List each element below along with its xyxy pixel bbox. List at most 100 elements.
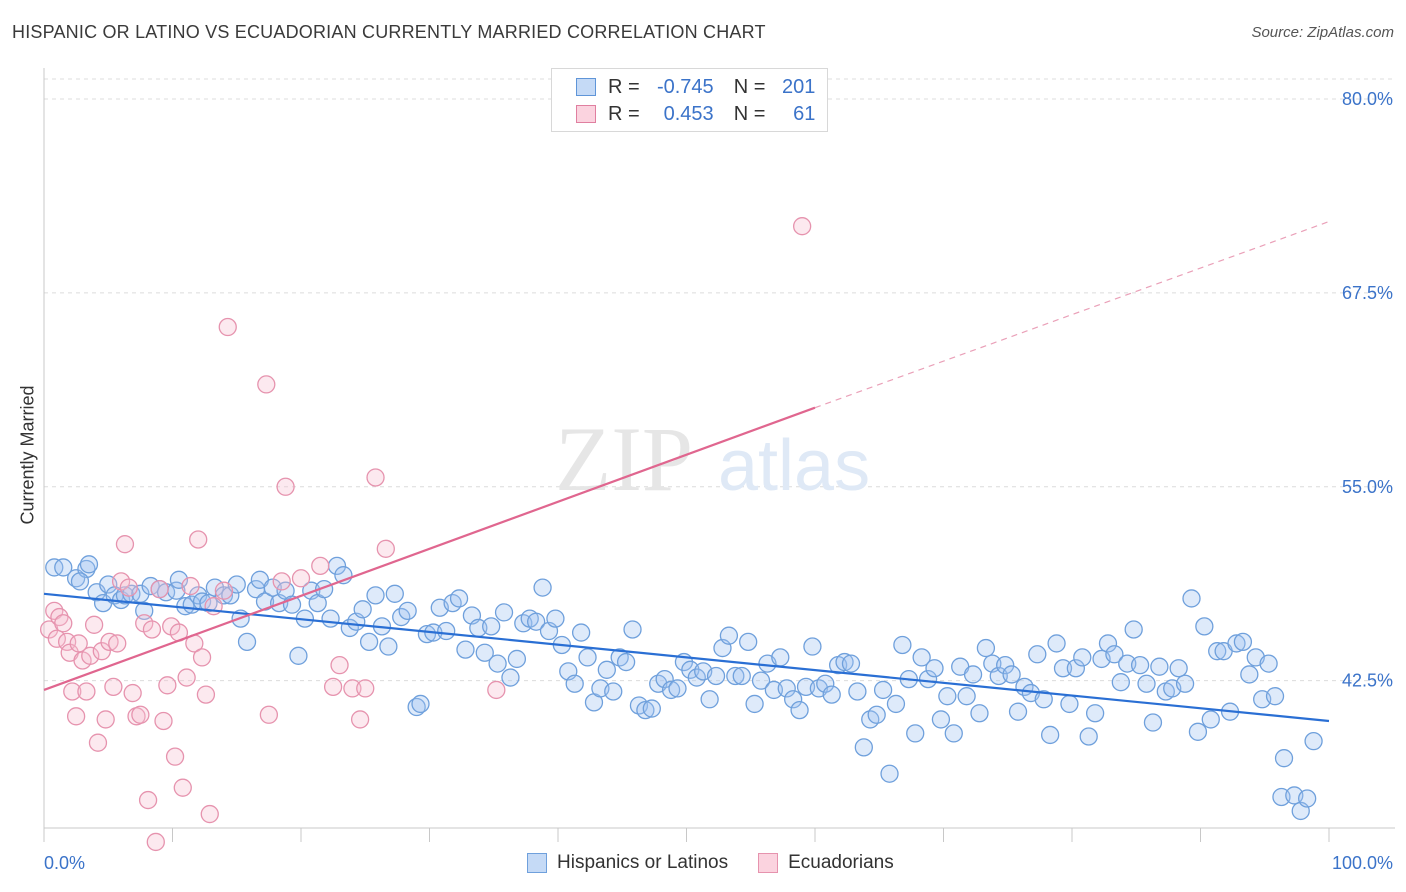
data-point-hispanics — [1227, 634, 1246, 653]
data-point-hispanics — [661, 680, 681, 700]
data-point-hispanics — [1060, 694, 1079, 714]
data-point-ecuadorians — [192, 648, 212, 667]
data-point-ecuadorians — [84, 615, 104, 634]
data-point-hispanics — [751, 671, 771, 690]
data-point-hispanics — [79, 555, 99, 574]
axes — [43, 68, 1395, 842]
x-tick-label: 0.0% — [44, 853, 85, 873]
data-point-hispanics — [507, 649, 527, 669]
data-point-hispanics — [1175, 674, 1195, 693]
legend-item-ecuadorians: Ecuadorians — [758, 852, 894, 874]
data-point-hispanics — [411, 694, 430, 714]
data-point-ecuadorians — [793, 217, 812, 236]
data-point-hispanics — [1079, 727, 1098, 746]
data-point-hispanics — [1034, 690, 1053, 709]
data-point-hispanics — [501, 668, 520, 687]
data-point-ecuadorians — [173, 778, 192, 797]
data-point-hispanics — [1047, 634, 1066, 653]
legend-label-hispanics: Hispanics or Latinos — [557, 852, 729, 873]
data-point-ecuadorians — [96, 710, 115, 729]
data-point-hispanics — [597, 660, 616, 679]
data-point-hispanics — [1182, 589, 1201, 608]
data-point-hispanics — [321, 609, 340, 628]
data-point-hispanics — [1008, 702, 1028, 721]
data-point-hispanics — [199, 593, 218, 613]
data-point-hispanics — [1002, 665, 1021, 684]
data-point-ecuadorians — [123, 683, 142, 703]
data-point-hispanics — [1124, 620, 1143, 639]
legend-swatch-blue — [576, 78, 596, 96]
data-point-hispanics — [1188, 722, 1208, 741]
data-point-hispanics — [1041, 725, 1060, 745]
data-point-ecuadorians — [77, 682, 96, 701]
data-point-hispanics — [494, 603, 514, 622]
trend-line-hispanics — [43, 592, 1330, 723]
data-point-ecuadorians — [218, 317, 237, 337]
data-point-ecuadorians — [311, 556, 330, 576]
data-point-hispanics — [1130, 655, 1150, 675]
data-point-ecuadorians — [189, 530, 208, 549]
y-tick-label: 42.5% — [1342, 671, 1393, 691]
data-point-hispanics — [1233, 632, 1253, 652]
data-point-hispanics — [719, 626, 739, 645]
x-tick-labels: 0.0% 100.0% — [44, 853, 1393, 873]
data-point-ecuadorians — [330, 655, 349, 675]
data-point-hispanics — [816, 674, 835, 693]
legend-swatch-ecuadorians — [758, 853, 779, 873]
data-point-hispanics — [1105, 645, 1124, 664]
data-point-hispanics — [957, 687, 976, 706]
data-point-hispanics — [1304, 731, 1323, 751]
series-ecuadorians-points — [39, 217, 812, 852]
data-point-hispanics — [456, 640, 475, 659]
data-point-ecuadorians — [57, 632, 77, 652]
data-point-hispanics — [1265, 687, 1285, 706]
data-point-hispanics — [1150, 657, 1169, 676]
legend-item-hispanics: Hispanics or Latinos — [527, 852, 728, 874]
data-point-hispanics — [886, 694, 906, 714]
data-point-ecuadorians — [196, 685, 216, 704]
data-point-hispanics — [790, 700, 809, 720]
data-point-hispanics — [925, 659, 944, 678]
legend-r-label: R = — [608, 102, 640, 125]
data-point-hispanics — [488, 654, 507, 673]
data-point-hispanics — [571, 623, 591, 642]
data-point-hispanics — [616, 652, 636, 672]
data-point-hispanics — [636, 700, 655, 720]
data-point-ecuadorians — [92, 642, 111, 661]
legend-r-value: 0.453 — [663, 102, 714, 125]
data-point-hispanics — [784, 690, 803, 709]
legend-n-label: N = — [733, 102, 766, 125]
data-point-hispanics — [893, 635, 912, 655]
data-point-hispanics — [1195, 617, 1214, 636]
data-point-ecuadorians — [366, 468, 385, 487]
legend-n-value: 61 — [793, 102, 816, 125]
data-point-hispanics — [1298, 789, 1317, 808]
data-point-hispanics — [963, 665, 983, 684]
data-point-hispanics — [873, 680, 893, 700]
data-point-hispanics — [912, 648, 931, 667]
data-point-hispanics — [135, 601, 154, 621]
data-point-ecuadorians — [276, 477, 295, 496]
data-point-hispanics — [1208, 642, 1227, 661]
data-point-ecuadorians — [63, 682, 82, 701]
data-point-hispanics — [565, 674, 584, 693]
stats-legend: R = -0.745 N = 201 R = 0.453 N = 61 — [551, 68, 828, 132]
data-point-hispanics — [475, 643, 494, 662]
data-point-hispanics — [880, 764, 899, 783]
data-point-hispanics — [1028, 645, 1047, 664]
data-point-ecuadorians — [115, 535, 135, 554]
legend-swatch-pink — [576, 105, 596, 123]
legend-r-value: -0.745 — [656, 75, 714, 98]
data-point-hispanics — [482, 617, 501, 636]
data-point-ecuadorians — [257, 375, 276, 394]
data-point-ecuadorians — [108, 634, 127, 653]
data-point-hispanics — [745, 694, 764, 714]
data-point-hispanics — [1066, 659, 1086, 678]
data-point-hispanics — [359, 632, 379, 652]
data-point-ecuadorians — [66, 707, 86, 726]
data-point-ecuadorians — [119, 578, 138, 597]
trend-line-ecuadorians-extension — [814, 220, 1330, 409]
series-legend: Hispanics or Latinos Ecuadorians — [527, 852, 924, 874]
data-point-hispanics — [906, 724, 925, 743]
